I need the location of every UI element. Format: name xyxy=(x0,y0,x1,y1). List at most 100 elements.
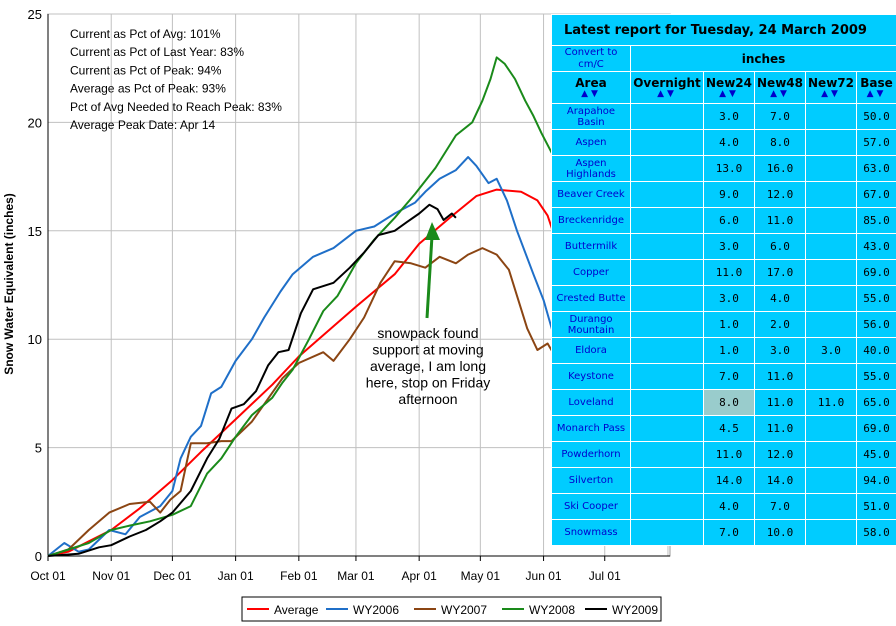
area-link[interactable]: Arapahoe Basin xyxy=(551,103,631,130)
sort-arrows-icon[interactable]: ▲▼ xyxy=(581,89,601,99)
column-header-overnight[interactable]: Overnight ▲▼ xyxy=(630,71,704,104)
x-tick-label: Jul 01 xyxy=(589,569,621,583)
table-row: Aspen Highlands 13.0 16.0 63.0 xyxy=(551,155,896,182)
x-tick-label: May 01 xyxy=(461,569,501,583)
sort-arrows-icon[interactable]: ▲▼ xyxy=(866,89,887,99)
cell-new24: 9.0 xyxy=(703,181,755,208)
sort-arrows-icon[interactable]: ▲▼ xyxy=(719,89,739,99)
chart-axes: 0 5 10 15 20 25 Oct 01 Nov 01 Dec 01 Jan 01 Feb 01… xyxy=(28,7,670,583)
table-row: Powderhorn 11.0 12.0 45.0 xyxy=(551,441,896,468)
cell-new48: 8.0 xyxy=(754,129,806,156)
column-header-label: Overnight xyxy=(633,76,701,90)
sort-arrows-icon[interactable]: ▲▼ xyxy=(657,89,677,99)
cell-overnight xyxy=(630,181,704,208)
area-link[interactable]: Loveland xyxy=(551,389,631,416)
column-header-new48[interactable]: New48 ▲▼ xyxy=(754,71,806,104)
cell-new72 xyxy=(805,363,857,390)
cell-base: 50.0 xyxy=(855,103,896,130)
stat-line: Current as Pct of Last Year: 83% xyxy=(70,45,244,59)
cell-base: 57.0 xyxy=(855,129,896,156)
area-link[interactable]: Eldora xyxy=(551,337,631,364)
table-row: Arapahoe Basin 3.0 7.0 50.0 xyxy=(551,103,896,130)
cell-base: 85.0 xyxy=(855,207,896,234)
cell-base: 69.0 xyxy=(855,259,896,286)
table-row: Aspen 4.0 8.0 57.0 xyxy=(551,129,896,156)
table-row: Beaver Creek 9.0 12.0 67.0 xyxy=(551,181,896,208)
cell-overnight xyxy=(630,337,704,364)
x-tick-label: Jun 01 xyxy=(526,569,562,583)
area-link[interactable]: Snowmass xyxy=(551,519,631,546)
y-tick-label: 10 xyxy=(28,332,42,347)
column-header-new72[interactable]: New72 ▲▼ xyxy=(805,71,857,104)
area-link[interactable]: Crested Butte xyxy=(551,285,631,312)
cell-base: 63.0 xyxy=(855,155,896,182)
cell-overnight xyxy=(630,103,704,130)
column-header-row: Area ▲▼ Overnight ▲▼ New24 ▲▼ New48 ▲▼ New72 ▲▼ Ba… xyxy=(551,71,896,104)
area-link[interactable]: Aspen Highlands xyxy=(551,155,631,182)
stat-line: Current as Pct of Peak: 94% xyxy=(70,63,222,77)
cell-base: 69.0 xyxy=(855,415,896,442)
cell-base: 51.0 xyxy=(855,493,896,520)
area-link[interactable]: Durango Mountain xyxy=(551,311,631,338)
area-link[interactable]: Keystone xyxy=(551,363,631,390)
y-tick-label: 15 xyxy=(28,224,42,239)
legend-label: Average xyxy=(274,603,319,617)
area-link[interactable]: Powderhorn xyxy=(551,441,631,468)
cell-new48: 16.0 xyxy=(754,155,806,182)
cell-new72: 11.0 xyxy=(805,389,857,416)
table-row: Silverton 14.0 14.0 94.0 xyxy=(551,467,896,494)
area-link[interactable]: Beaver Creek xyxy=(551,181,631,208)
cell-new72 xyxy=(805,207,857,234)
area-link[interactable]: Buttermilk xyxy=(551,233,631,260)
area-link[interactable]: Monarch Pass xyxy=(551,415,631,442)
area-link[interactable]: Copper xyxy=(551,259,631,286)
cell-new48: 7.0 xyxy=(754,493,806,520)
cell-new24: 1.0 xyxy=(703,337,755,364)
sort-arrows-icon[interactable]: ▲▼ xyxy=(770,89,790,99)
report-table: Latest report for Tuesday, 24 March 2009… xyxy=(550,14,896,546)
sort-arrows-icon[interactable]: ▲▼ xyxy=(821,89,841,99)
cell-base: 45.0 xyxy=(855,441,896,468)
cell-new72 xyxy=(805,233,857,260)
convert-units-link[interactable]: Convert to cm/C xyxy=(551,45,631,72)
annotation-line: support at moving xyxy=(372,342,483,358)
cell-new24: 1.0 xyxy=(703,311,755,338)
cell-base: 65.0 xyxy=(855,389,896,416)
cell-new72 xyxy=(805,311,857,338)
column-header-area[interactable]: Area ▲▼ xyxy=(551,71,631,104)
annotation-line: here, stop on Friday xyxy=(366,375,491,391)
x-tick-label: Apr 01 xyxy=(401,569,437,583)
cell-new72 xyxy=(805,441,857,468)
column-header-base[interactable]: Base ▲▼ xyxy=(855,71,896,104)
cell-overnight xyxy=(630,233,704,260)
area-link[interactable]: Aspen xyxy=(551,129,631,156)
cell-new24: 3.0 xyxy=(703,103,755,130)
cell-base: 55.0 xyxy=(855,285,896,312)
cell-new24: 6.0 xyxy=(703,207,755,234)
cell-new48: 6.0 xyxy=(754,233,806,260)
cell-overnight xyxy=(630,207,704,234)
table-row: Ski Cooper 4.0 7.0 51.0 xyxy=(551,493,896,520)
table-row: Snowmass 7.0 10.0 58.0 xyxy=(551,519,896,546)
table-row: Buttermilk 3.0 6.0 43.0 xyxy=(551,233,896,260)
cell-new24: 3.0 xyxy=(703,285,755,312)
cell-new24: 11.0 xyxy=(703,441,755,468)
cell-base: 55.0 xyxy=(855,363,896,390)
cell-new24: 4.0 xyxy=(703,493,755,520)
cell-overnight xyxy=(630,415,704,442)
cell-base: 40.0 xyxy=(855,337,896,364)
cell-new48: 11.0 xyxy=(754,389,806,416)
cell-overnight xyxy=(630,259,704,286)
area-link[interactable]: Ski Cooper xyxy=(551,493,631,520)
column-header-new24[interactable]: New24 ▲▼ xyxy=(703,71,755,104)
cell-new24: 7.0 xyxy=(703,519,755,546)
annotation-arrow-head xyxy=(425,222,440,240)
table-row: Breckenridge 6.0 11.0 85.0 xyxy=(551,207,896,234)
cell-overnight xyxy=(630,493,704,520)
area-link[interactable]: Silverton xyxy=(551,467,631,494)
area-link[interactable]: Breckenridge xyxy=(551,207,631,234)
legend-label: WY2009 xyxy=(612,603,658,617)
table-row: Copper 11.0 17.0 69.0 xyxy=(551,259,896,286)
cell-overnight xyxy=(630,467,704,494)
